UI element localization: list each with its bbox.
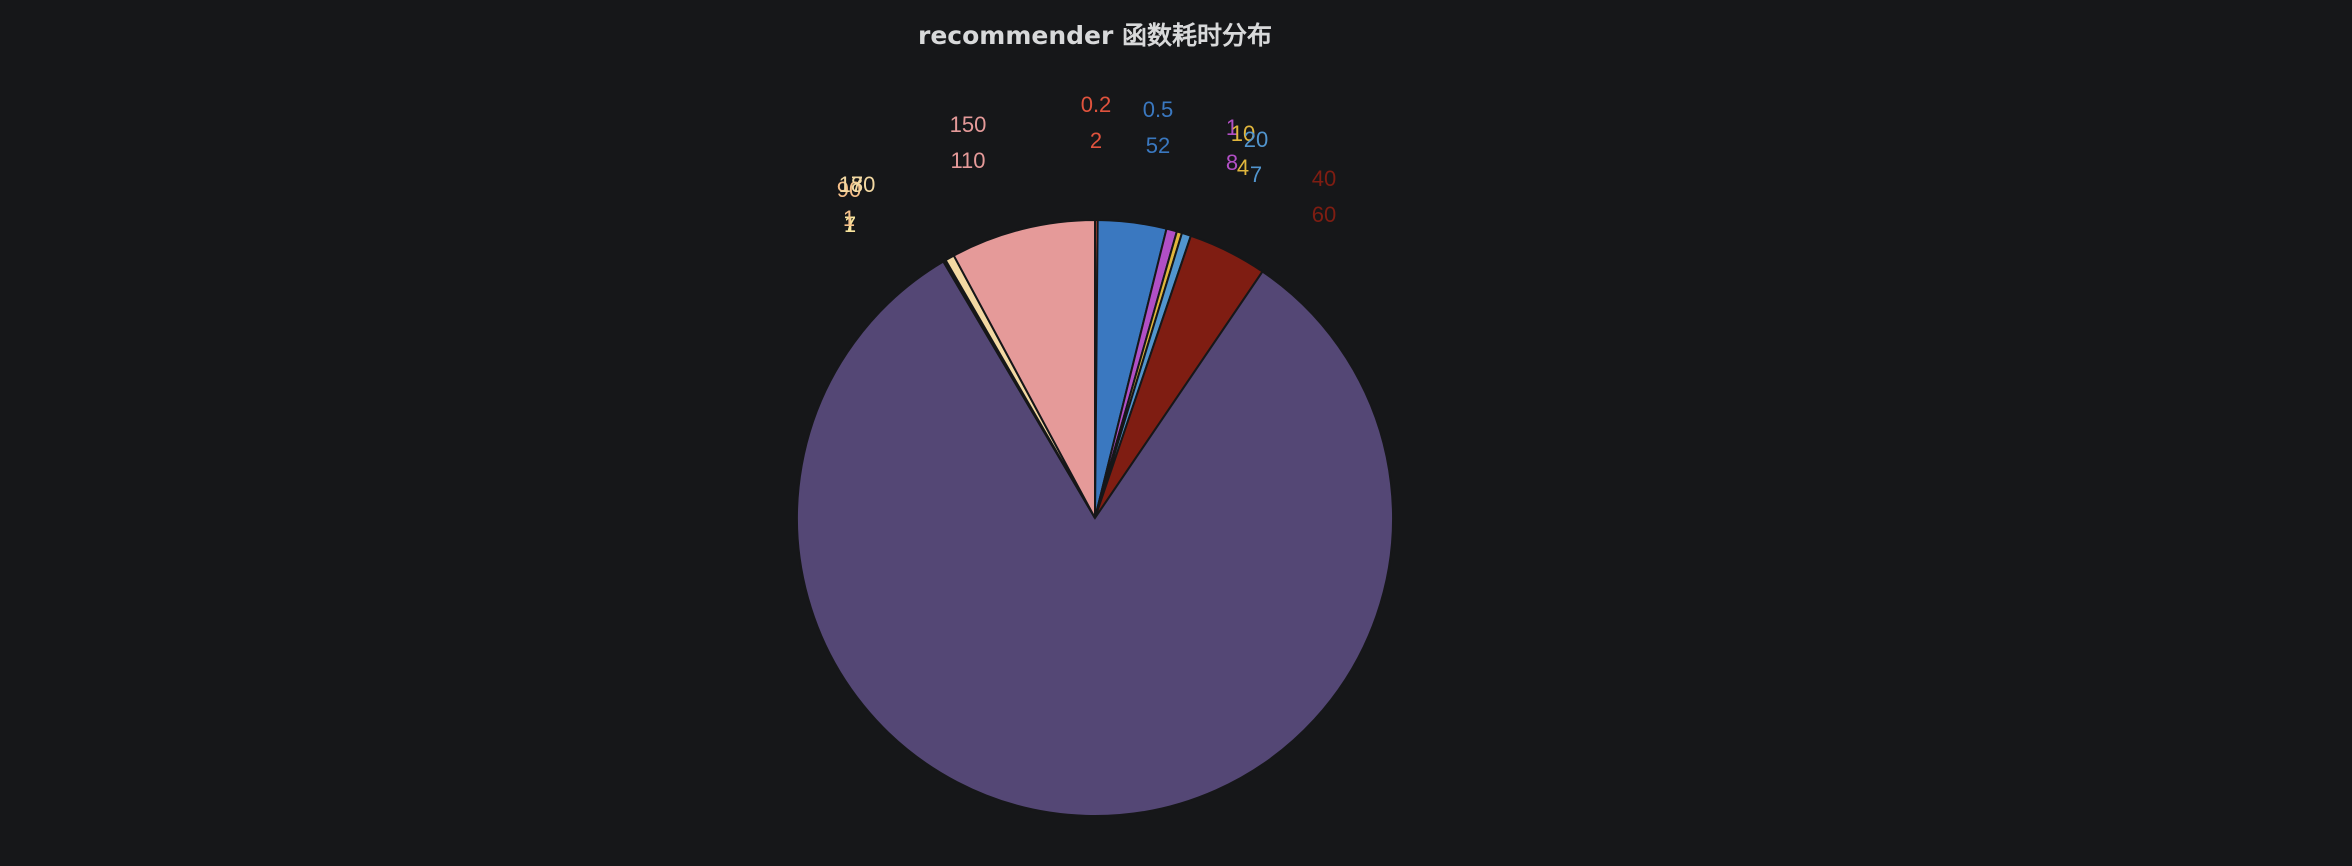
slice-label: 150 — [950, 112, 987, 137]
slice-label: 10 — [1231, 121, 1255, 146]
slice-value-label: 110 — [950, 148, 985, 173]
slice-label: 0.2 — [1081, 92, 1112, 117]
pie-slice[interactable] — [952, 218, 1096, 519]
slice-value-label: 52 — [1146, 133, 1170, 158]
chart-title: recommender 函数耗时分布 — [917, 21, 1273, 50]
slice-value-label: 7 — [851, 172, 863, 197]
slice-label: 7 — [844, 212, 856, 237]
slice-value-label: 2 — [1090, 128, 1102, 153]
slice-value-label: 4 — [1237, 155, 1249, 180]
slice-value-label: 1 — [843, 206, 855, 231]
slice-label: 20 — [1244, 127, 1268, 152]
slice-label: 180 — [839, 172, 876, 197]
slice-value-label: 7 — [1250, 162, 1262, 187]
slice-value-label: 1 — [844, 212, 856, 237]
slice-label: 90 — [837, 177, 861, 202]
slice-label: 40 — [1312, 166, 1336, 191]
slice-value-label: 60 — [1312, 202, 1336, 227]
slice-label: 1 — [1226, 115, 1238, 140]
pie-slice[interactable] — [796, 260, 1394, 817]
slice-value-label: 8 — [1226, 150, 1238, 175]
slice-label: 0.5 — [1143, 97, 1174, 122]
